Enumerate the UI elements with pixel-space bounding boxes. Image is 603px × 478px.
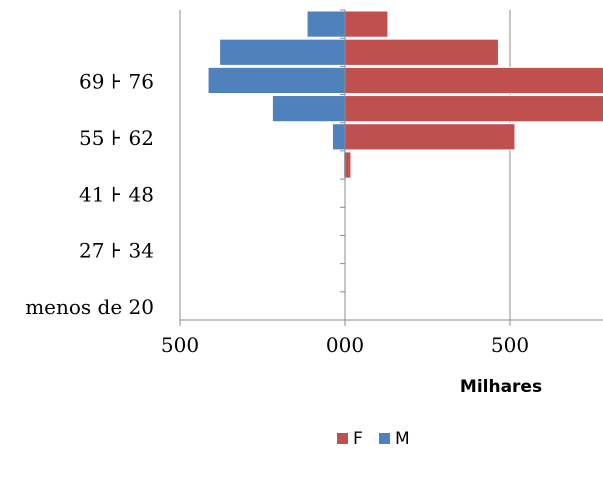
legend-swatch-f	[337, 433, 348, 444]
category-label-4: 41 ⊦ 48	[79, 182, 154, 206]
legend-swatch-m	[379, 433, 390, 444]
bar-f-7	[344, 95, 603, 123]
bar-f-6	[344, 123, 516, 151]
bar-m-6	[331, 123, 346, 151]
bar-f-8	[344, 66, 603, 95]
category-label-8: 69 ⊦ 76	[79, 70, 154, 94]
category-label-6: 55 ⊦ 62	[79, 126, 154, 150]
axes	[179, 9, 603, 326]
bar-f-5	[344, 151, 352, 179]
category-label-0: menos de 20	[25, 295, 154, 319]
bar-m-8	[207, 66, 346, 95]
bar-m-10	[306, 10, 346, 38]
bar-f-10	[344, 10, 389, 38]
bar-f-9	[344, 38, 499, 66]
legend-label-m: M	[395, 429, 410, 449]
legend-label-f: F	[353, 429, 363, 449]
bars	[207, 10, 603, 207]
bar-m-9	[219, 38, 346, 66]
category-labels: menos de 20 27 ⊦ 34 41 ⊦ 48 55 ⊦ 62 69 ⊦ 76	[25, 70, 154, 319]
x-tick-label-1: 000	[326, 333, 364, 357]
x-tick-labels: 500 000 500	[161, 333, 529, 357]
gridlines	[179, 10, 511, 320]
category-label-2: 27 ⊦ 34	[79, 239, 154, 263]
bar-m-7	[271, 95, 346, 123]
x-tick-label-2: 500	[491, 333, 529, 357]
x-axis-title: Milhares	[460, 377, 542, 397]
x-tick-label-0: 500	[161, 333, 199, 357]
